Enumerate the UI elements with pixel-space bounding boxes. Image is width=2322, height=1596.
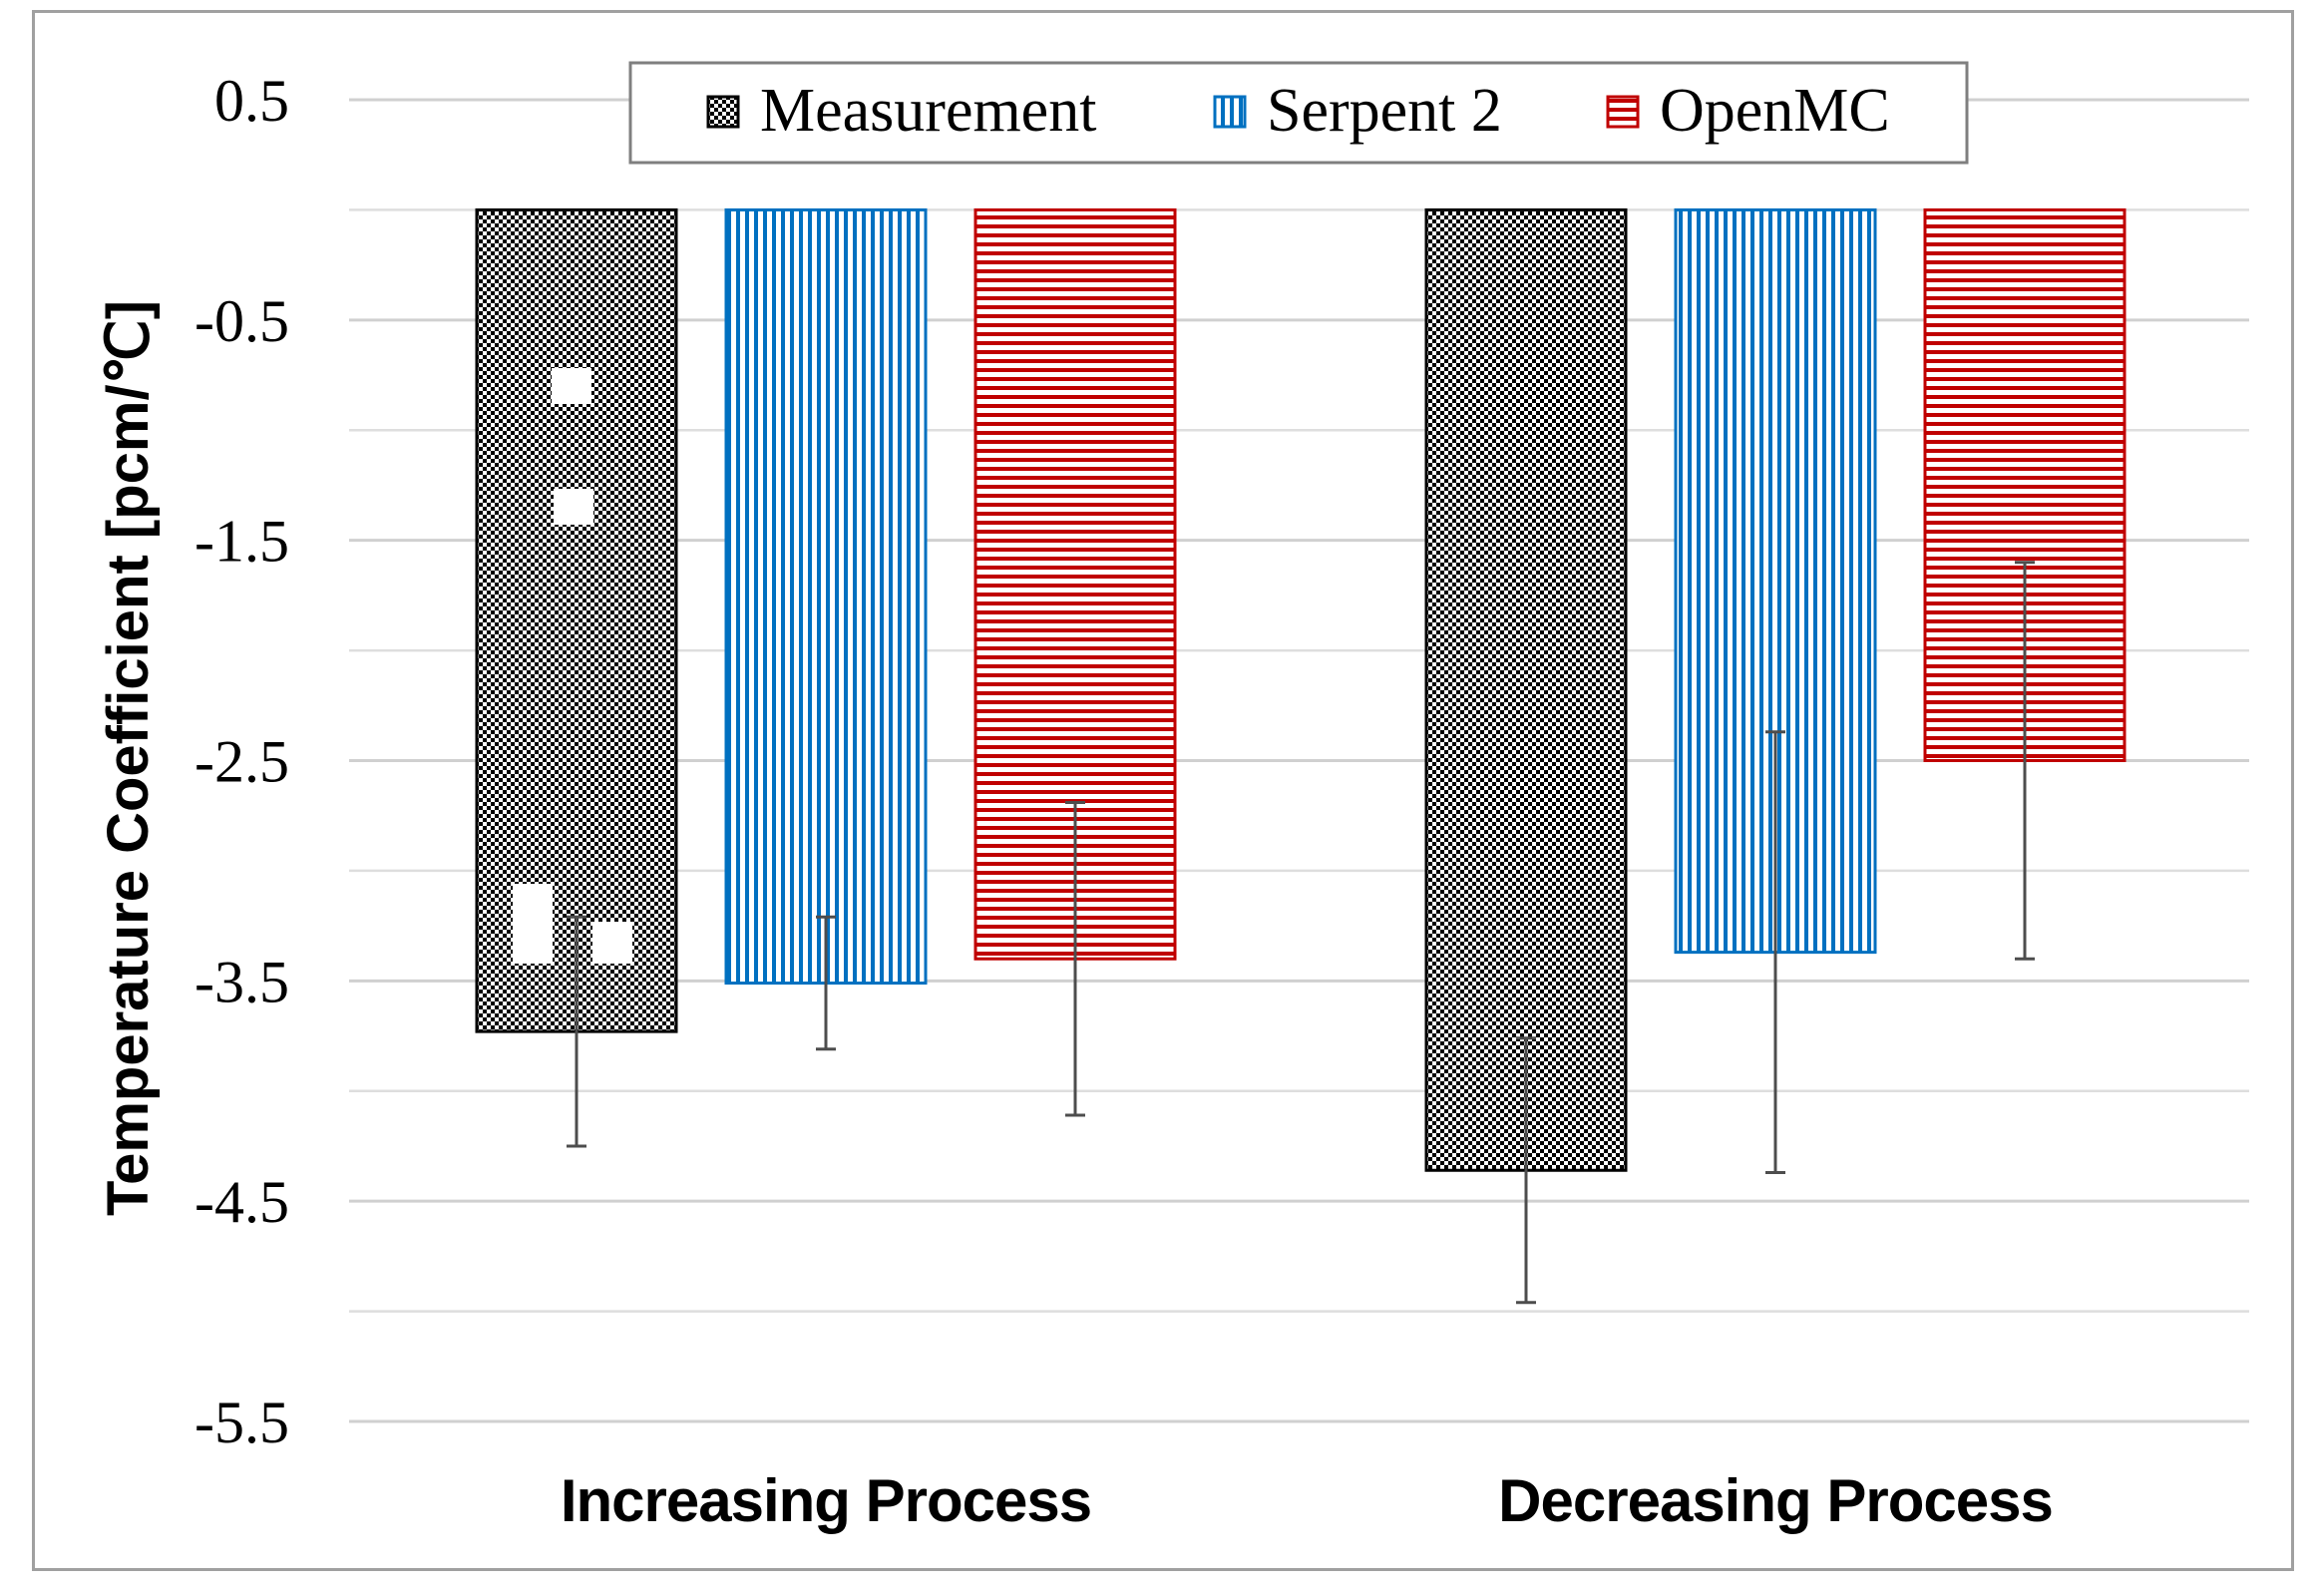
bar-serpent-2 xyxy=(724,207,928,986)
legend-swatch xyxy=(1606,95,1640,129)
speckle xyxy=(554,489,593,525)
x-category-label: Decreasing Process xyxy=(1498,1467,2053,1534)
legend-label: OpenMC xyxy=(1660,77,1890,145)
legend-item-openmc: OpenMC xyxy=(1606,77,1890,145)
y-axis-label: Temperature Coefficient [pcm/℃] xyxy=(96,300,161,1216)
x-axis-categories: Increasing Process Decreasing Process xyxy=(561,1467,2054,1534)
y-axis-ticks: 0.5 -0.5 -1.5 -2.5 -3.5 -4.5 -5.5 xyxy=(194,68,289,1455)
error-bar xyxy=(816,915,836,1051)
y-tick-label: -4.5 xyxy=(194,1169,289,1235)
speckle xyxy=(513,884,553,964)
y-tick-label: -1.5 xyxy=(194,509,289,575)
bar-measurement xyxy=(475,207,678,1033)
legend-box xyxy=(628,61,1969,165)
bar-measurement xyxy=(1424,207,1628,1172)
white-speckles xyxy=(513,368,632,964)
x-category-label: Increasing Process xyxy=(561,1467,1091,1534)
error-bar xyxy=(1516,1036,1536,1305)
legend-item-measurement: Measurement xyxy=(706,77,1096,145)
legend-item-serpent-2: Serpent 2 xyxy=(1213,77,1502,145)
legend-label: Serpent 2 xyxy=(1267,77,1502,145)
speckle xyxy=(552,368,591,404)
speckle xyxy=(592,922,632,964)
y-tick-label: -0.5 xyxy=(194,288,289,354)
legend-swatch xyxy=(706,95,740,129)
y-tick-label: -3.5 xyxy=(194,949,289,1014)
y-tick-label: -2.5 xyxy=(194,729,289,795)
legend-label: Measurement xyxy=(760,77,1096,145)
bars xyxy=(475,207,2127,1172)
error-bar xyxy=(1765,730,1785,1174)
legend-swatch xyxy=(1213,95,1247,129)
error-bars xyxy=(567,561,2035,1305)
error-bar xyxy=(567,915,586,1148)
y-tick-label: -5.5 xyxy=(194,1390,289,1455)
error-bar xyxy=(2015,561,2035,961)
error-bar xyxy=(1065,800,1085,1117)
legend: Measurement Serpent 2 OpenMC xyxy=(628,61,1969,165)
y-tick-label: 0.5 xyxy=(214,68,289,134)
